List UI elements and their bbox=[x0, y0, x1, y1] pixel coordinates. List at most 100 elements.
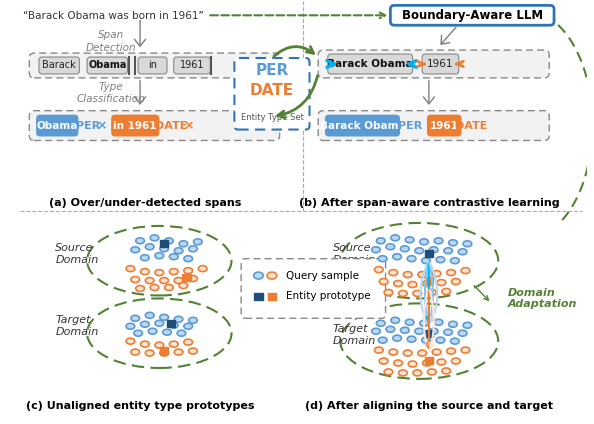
Ellipse shape bbox=[184, 256, 192, 262]
Ellipse shape bbox=[189, 276, 197, 282]
Ellipse shape bbox=[403, 350, 412, 356]
Ellipse shape bbox=[160, 278, 169, 284]
Ellipse shape bbox=[391, 317, 400, 323]
Ellipse shape bbox=[437, 359, 446, 365]
Ellipse shape bbox=[184, 268, 192, 273]
Text: Barack: Barack bbox=[42, 61, 76, 70]
FancyBboxPatch shape bbox=[29, 111, 280, 140]
Ellipse shape bbox=[194, 239, 202, 245]
Text: “Barack Obama was born in 1961”: “Barack Obama was born in 1961” bbox=[23, 11, 203, 21]
Ellipse shape bbox=[451, 279, 460, 285]
Ellipse shape bbox=[135, 285, 144, 291]
Ellipse shape bbox=[184, 339, 192, 345]
Text: Entity prototype: Entity prototype bbox=[286, 291, 371, 301]
Text: DATE: DATE bbox=[250, 83, 294, 98]
Ellipse shape bbox=[135, 238, 144, 244]
FancyBboxPatch shape bbox=[422, 54, 459, 74]
Ellipse shape bbox=[413, 290, 422, 296]
Ellipse shape bbox=[447, 348, 456, 354]
Ellipse shape bbox=[408, 361, 417, 367]
Text: PER: PER bbox=[255, 64, 289, 78]
Ellipse shape bbox=[451, 358, 460, 364]
Ellipse shape bbox=[422, 337, 430, 343]
Ellipse shape bbox=[148, 328, 157, 334]
FancyBboxPatch shape bbox=[241, 259, 386, 318]
FancyBboxPatch shape bbox=[425, 357, 433, 363]
Ellipse shape bbox=[420, 320, 428, 326]
Text: ×: × bbox=[183, 119, 194, 132]
Ellipse shape bbox=[174, 316, 183, 322]
FancyBboxPatch shape bbox=[138, 57, 167, 74]
Ellipse shape bbox=[267, 272, 277, 279]
Text: Obama: Obama bbox=[88, 61, 127, 70]
FancyBboxPatch shape bbox=[174, 57, 210, 74]
Ellipse shape bbox=[155, 253, 163, 259]
FancyBboxPatch shape bbox=[160, 240, 169, 247]
Ellipse shape bbox=[198, 266, 207, 272]
Ellipse shape bbox=[463, 322, 472, 328]
Ellipse shape bbox=[394, 281, 402, 287]
FancyBboxPatch shape bbox=[425, 250, 433, 257]
Text: Target
Domain: Target Domain bbox=[333, 324, 376, 346]
Ellipse shape bbox=[432, 349, 441, 355]
Ellipse shape bbox=[189, 246, 197, 252]
Ellipse shape bbox=[189, 317, 197, 323]
Text: in 1961: in 1961 bbox=[113, 120, 157, 131]
Text: Type
Classification: Type Classification bbox=[77, 82, 146, 104]
Text: Domain
Adaptation: Domain Adaptation bbox=[508, 287, 577, 309]
Ellipse shape bbox=[141, 269, 149, 275]
Ellipse shape bbox=[436, 337, 445, 343]
Ellipse shape bbox=[444, 329, 453, 335]
FancyBboxPatch shape bbox=[87, 57, 128, 74]
Ellipse shape bbox=[155, 342, 163, 348]
Ellipse shape bbox=[380, 358, 388, 364]
Text: (b) After span-aware contrastive learning: (b) After span-aware contrastive learnin… bbox=[299, 198, 559, 208]
Ellipse shape bbox=[458, 249, 467, 255]
Text: ×: × bbox=[96, 119, 107, 132]
Text: Target
Domain: Target Domain bbox=[55, 315, 99, 338]
Ellipse shape bbox=[174, 278, 183, 284]
Ellipse shape bbox=[422, 281, 431, 287]
Ellipse shape bbox=[415, 248, 424, 254]
Ellipse shape bbox=[428, 369, 436, 375]
Ellipse shape bbox=[444, 248, 453, 254]
Text: Obama: Obama bbox=[37, 120, 78, 131]
FancyBboxPatch shape bbox=[318, 50, 549, 78]
Ellipse shape bbox=[189, 348, 197, 354]
Ellipse shape bbox=[377, 320, 385, 326]
Ellipse shape bbox=[146, 244, 154, 250]
Ellipse shape bbox=[126, 266, 135, 272]
Ellipse shape bbox=[415, 328, 424, 334]
Ellipse shape bbox=[403, 272, 412, 278]
Ellipse shape bbox=[429, 328, 438, 334]
Text: PER: PER bbox=[76, 120, 100, 131]
FancyBboxPatch shape bbox=[425, 277, 433, 284]
Ellipse shape bbox=[131, 315, 140, 321]
Ellipse shape bbox=[131, 276, 140, 282]
Ellipse shape bbox=[150, 285, 159, 290]
Ellipse shape bbox=[434, 319, 443, 325]
Text: Entity Type Set: Entity Type Set bbox=[241, 113, 304, 122]
Ellipse shape bbox=[386, 244, 394, 250]
Ellipse shape bbox=[437, 279, 446, 285]
Ellipse shape bbox=[160, 314, 169, 320]
FancyBboxPatch shape bbox=[254, 293, 263, 300]
Ellipse shape bbox=[126, 338, 135, 344]
Text: 1961: 1961 bbox=[430, 120, 459, 131]
FancyBboxPatch shape bbox=[427, 114, 462, 137]
Ellipse shape bbox=[372, 247, 380, 253]
Ellipse shape bbox=[407, 336, 416, 342]
Ellipse shape bbox=[405, 319, 414, 325]
FancyBboxPatch shape bbox=[39, 57, 80, 74]
Ellipse shape bbox=[428, 290, 436, 296]
Ellipse shape bbox=[254, 272, 263, 279]
Ellipse shape bbox=[155, 270, 163, 276]
Ellipse shape bbox=[393, 335, 402, 341]
Ellipse shape bbox=[384, 369, 393, 375]
Ellipse shape bbox=[160, 350, 169, 356]
Ellipse shape bbox=[174, 248, 183, 254]
Ellipse shape bbox=[150, 235, 159, 241]
Ellipse shape bbox=[184, 323, 192, 329]
Text: Barack Obama: Barack Obama bbox=[320, 120, 405, 131]
FancyBboxPatch shape bbox=[328, 54, 412, 74]
